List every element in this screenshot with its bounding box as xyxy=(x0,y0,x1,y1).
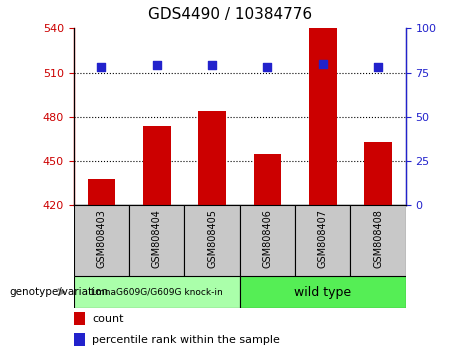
Text: GSM808404: GSM808404 xyxy=(152,209,162,268)
Bar xyxy=(198,111,226,205)
Bar xyxy=(254,154,281,205)
Bar xyxy=(184,205,240,276)
Bar xyxy=(240,276,406,308)
Point xyxy=(98,64,105,70)
Bar xyxy=(240,205,295,276)
Bar xyxy=(309,28,337,205)
Bar xyxy=(143,126,171,205)
Bar xyxy=(350,205,406,276)
Text: genotype/variation: genotype/variation xyxy=(9,287,108,297)
Text: GDS4490 / 10384776: GDS4490 / 10384776 xyxy=(148,7,313,22)
Text: wild type: wild type xyxy=(294,286,351,298)
Text: count: count xyxy=(92,314,124,324)
Bar xyxy=(74,205,129,276)
Point xyxy=(319,61,326,67)
Bar xyxy=(74,276,240,308)
Point xyxy=(264,64,271,70)
Point xyxy=(374,64,382,70)
Bar xyxy=(74,312,85,325)
Bar xyxy=(295,205,350,276)
Text: GSM808408: GSM808408 xyxy=(373,209,383,268)
Text: LmnaG609G/G609G knock-in: LmnaG609G/G609G knock-in xyxy=(91,287,223,297)
Bar xyxy=(129,205,184,276)
Text: GSM808403: GSM808403 xyxy=(96,209,106,268)
Bar xyxy=(364,142,392,205)
Text: percentile rank within the sample: percentile rank within the sample xyxy=(92,335,280,345)
Point xyxy=(208,63,216,68)
Text: GSM808405: GSM808405 xyxy=(207,209,217,268)
Point xyxy=(153,63,160,68)
Text: GSM808406: GSM808406 xyxy=(262,209,272,268)
Bar xyxy=(88,179,115,205)
Bar xyxy=(74,333,85,346)
Text: GSM808407: GSM808407 xyxy=(318,209,328,268)
